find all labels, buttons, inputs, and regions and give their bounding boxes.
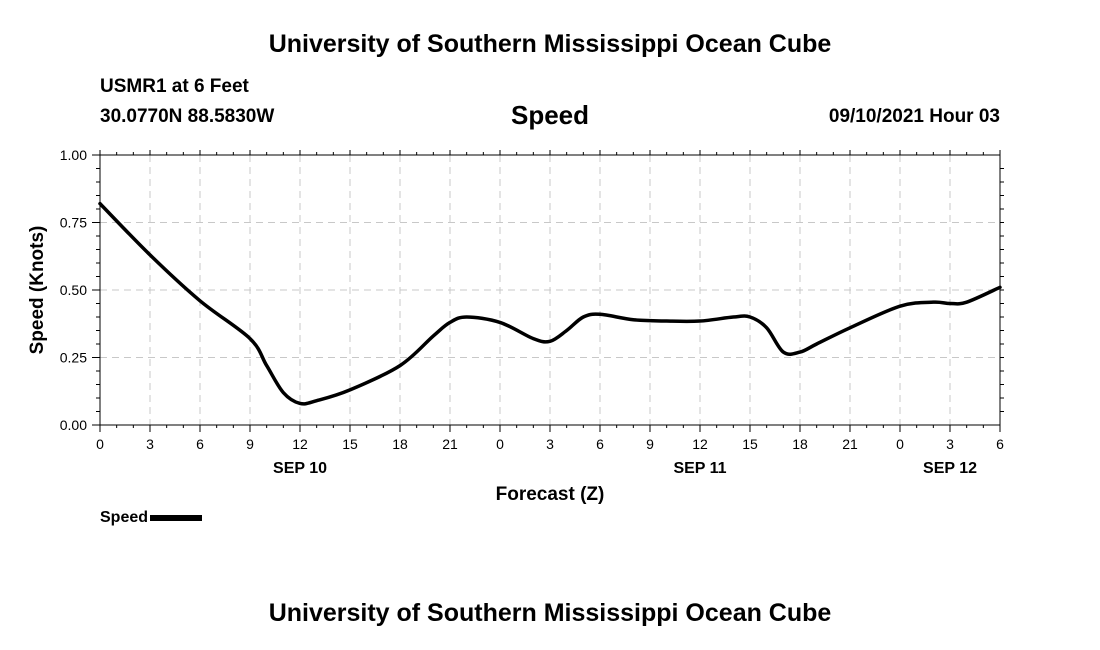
station-label: USMR1 at 6 Feet (100, 76, 249, 97)
speed-series-line (98, 201, 1002, 406)
x-tick-label: 15 (342, 436, 358, 452)
x-tick-label: 3 (146, 436, 154, 452)
x-tick-label: 0 (96, 436, 104, 452)
y-tick-label: 0.00 (60, 417, 87, 433)
axis-ticks (92, 150, 1004, 432)
date-label: SEP 11 (673, 460, 726, 477)
legend: Speed (100, 509, 203, 527)
y-tick-label: 0.75 (60, 215, 87, 231)
datetime-label: 09/10/2021 Hour 03 (828, 106, 1000, 127)
coordinates-label: 30.0770N 88.5830W (100, 106, 275, 127)
x-tick-label: 12 (692, 436, 708, 452)
x-axis-label: Forecast (Z) (496, 484, 605, 505)
y-tick-label: 0.25 (60, 350, 87, 366)
x-tick-label: 3 (946, 436, 954, 452)
axis-labels: 0 3 6 9 12 15 18 21 0 3 6 9 12 15 18 21 0 3 6 0.00 0.25 0.50 0… (60, 147, 1004, 477)
x-tick-label: 21 (442, 436, 458, 452)
grid-lines (100, 155, 1000, 425)
x-tick-label: 6 (596, 436, 604, 452)
x-tick-label: 0 (496, 436, 504, 452)
y-tick-label: 0.50 (60, 282, 87, 298)
date-label: SEP 10 (273, 460, 327, 477)
x-tick-label: 3 (546, 436, 554, 452)
x-tick-label: 12 (292, 436, 308, 452)
x-tick-label: 9 (646, 436, 654, 452)
x-tick-label: 21 (842, 436, 858, 452)
footer-title: University of Southern Mississippi Ocean… (268, 599, 832, 627)
x-tick-label: 9 (246, 436, 254, 452)
y-axis-label: Speed (Knots) (27, 226, 48, 355)
legend-label: Speed (100, 509, 149, 526)
x-tick-label: 6 (996, 436, 1004, 452)
legend-line-swatch (150, 514, 203, 521)
date-label: SEP 12 (923, 460, 977, 477)
y-tick-label: 1.00 (60, 147, 87, 163)
x-tick-label: 15 (742, 436, 758, 452)
x-tick-label: 18 (792, 436, 808, 452)
parameter-title: Speed (510, 100, 590, 130)
x-tick-label: 6 (196, 436, 204, 452)
x-tick-label: 0 (896, 436, 904, 452)
chart-title: University of Southern Mississippi Ocean… (268, 30, 832, 58)
x-tick-label: 18 (392, 436, 408, 452)
